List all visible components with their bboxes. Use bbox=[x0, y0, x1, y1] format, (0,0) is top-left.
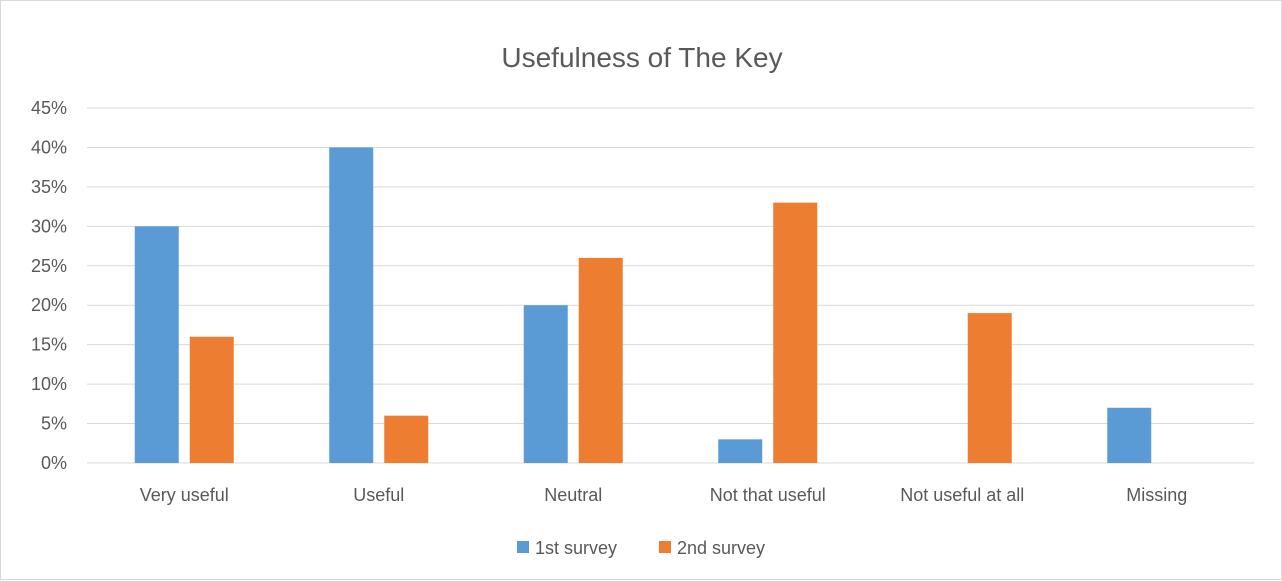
x-tick-label: Very useful bbox=[140, 485, 229, 505]
bar bbox=[578, 257, 623, 463]
y-tick-label: 0% bbox=[41, 453, 67, 473]
x-tick-label: Not useful at all bbox=[900, 485, 1024, 505]
chart-title: Usefulness of The Key bbox=[501, 42, 782, 73]
legend-swatch bbox=[517, 541, 529, 553]
x-axis-ticks: Very useful Useful Neutral Not that useful N… bbox=[140, 485, 1188, 505]
y-tick-label: 40% bbox=[31, 137, 67, 157]
bar bbox=[967, 313, 1012, 463]
y-tick-label: 35% bbox=[31, 177, 67, 197]
x-tick-label: Not that useful bbox=[710, 485, 826, 505]
y-tick-label: 25% bbox=[31, 256, 67, 276]
legend-swatch bbox=[659, 541, 671, 553]
x-tick-label: Missing bbox=[1126, 485, 1187, 505]
bars bbox=[134, 147, 1152, 463]
y-tick-label: 30% bbox=[31, 216, 67, 236]
bar bbox=[773, 202, 818, 463]
y-tick-label: 5% bbox=[41, 414, 67, 434]
bar bbox=[134, 226, 179, 463]
gridlines bbox=[87, 107, 1254, 464]
bar bbox=[1107, 407, 1152, 463]
y-tick-label: 10% bbox=[31, 374, 67, 394]
y-tick-label: 20% bbox=[31, 295, 67, 315]
bar bbox=[189, 336, 234, 463]
bar bbox=[523, 305, 568, 463]
bar bbox=[384, 415, 429, 463]
legend-label: 2nd survey bbox=[677, 538, 765, 558]
bar bbox=[329, 147, 374, 463]
y-tick-label: 45% bbox=[31, 98, 67, 118]
legend-label: 1st survey bbox=[535, 538, 617, 558]
y-tick-label: 15% bbox=[31, 335, 67, 355]
bar bbox=[718, 439, 763, 463]
legend: 1st survey 2nd survey bbox=[517, 538, 765, 558]
x-tick-label: Neutral bbox=[544, 485, 602, 505]
y-axis-ticks: 0% 5% 10% 15% 20% 25% 30% 35% 40% 45% bbox=[31, 98, 67, 473]
x-tick-label: Useful bbox=[353, 485, 404, 505]
